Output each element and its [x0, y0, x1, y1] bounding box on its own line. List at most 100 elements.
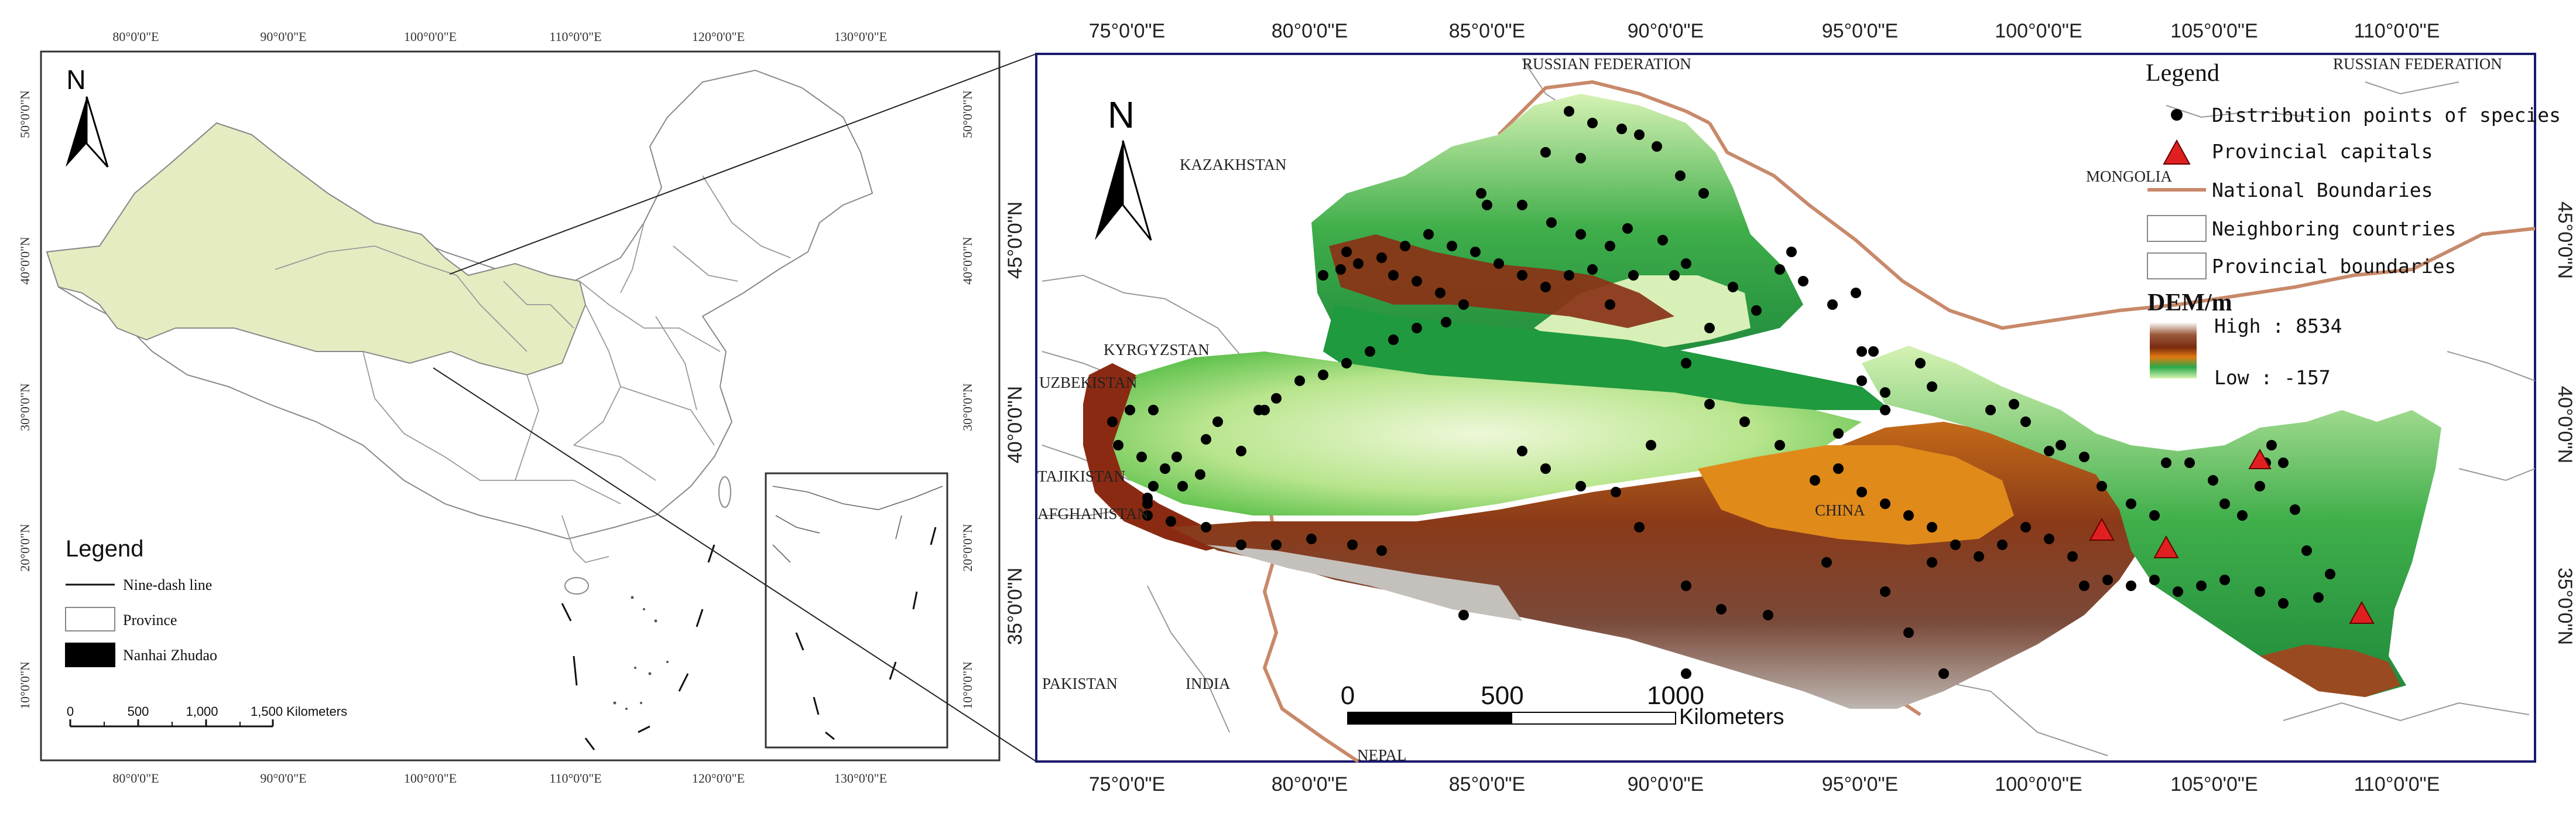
province-boundaries: [275, 175, 791, 563]
left-overview-map: N Legend Nine-dash line Province Nanhai …: [18, 29, 1037, 786]
right-bottom-coord-4: 95°0'0"E: [1822, 773, 1898, 795]
species-point: [1927, 522, 1937, 532]
country-label-uzbekistan: UZBEKISTAN: [1039, 374, 1137, 391]
species-point: [2266, 440, 2277, 450]
species-point: [1698, 188, 1709, 199]
country-label-pakistan: PAKISTAN: [1042, 675, 1118, 692]
species-point: [2126, 581, 2136, 591]
right-scale-tick-0: 0: [1341, 681, 1355, 710]
right-bottom-coord-1: 80°0'0"E: [1272, 773, 1348, 795]
species-point: [2219, 575, 2230, 585]
species-point: [1634, 522, 1645, 532]
right-scale-tick-1: 500: [1481, 681, 1523, 710]
species-point: [1833, 463, 1844, 474]
country-label-nepal: NEPAL: [1357, 746, 1407, 764]
species-point: [1716, 604, 1727, 614]
terrain-tianshan: [1329, 234, 1674, 328]
species-point: [1142, 493, 1153, 503]
left-left-coord-3: 20°0'0"N: [18, 524, 32, 572]
species-point: [1306, 534, 1317, 544]
left-top-coord-4: 120°0'0"E: [692, 29, 745, 44]
species-point: [1605, 299, 1615, 310]
species-point: [1775, 264, 1785, 275]
left-top-coord-1: 90°0'0"E: [260, 29, 306, 44]
species-point: [1107, 416, 1118, 427]
species-point: [1400, 241, 1410, 251]
species-point: [1575, 229, 1586, 240]
capital-marker-1: [2248, 448, 2272, 469]
species-point: [1605, 241, 1615, 251]
species-point: [1376, 252, 1387, 263]
islands: [613, 596, 669, 710]
species-point: [1856, 487, 1867, 497]
species-point: [2208, 475, 2218, 486]
left-top-coord-3: 110°0'0"E: [549, 29, 601, 44]
right-right-coord-1: 40°0'0"N: [2554, 386, 2576, 463]
species-point: [2079, 452, 2089, 462]
right-legend-item-points: Distribution points of species: [2212, 104, 2561, 127]
species-point: [1458, 299, 1469, 310]
left-bottom-coord-4: 120°0'0"E: [692, 771, 745, 786]
species-point: [1646, 440, 1656, 450]
species-points: [1107, 106, 2335, 679]
species-point: [1335, 264, 1346, 275]
species-point: [2278, 457, 2289, 468]
species-point: [1271, 393, 1282, 404]
country-label-mongolia: MONGOLIA: [2086, 168, 2172, 185]
species-point: [1236, 540, 1246, 550]
terrain-tianshan-green: [1323, 305, 1891, 410]
species-point: [1856, 375, 1867, 386]
species-point: [1517, 200, 1527, 210]
right-detail-map: RUSSIAN FEDERATION RUSSIAN FEDERATION KA…: [1004, 20, 2576, 795]
species-point: [1880, 387, 1890, 398]
species-point: [2009, 399, 2019, 409]
left-right-coord-4: 10°0'0"N: [960, 661, 975, 709]
species-point: [1271, 540, 1282, 550]
species-point: [1827, 299, 1838, 310]
right-scale-tick-2: 1000: [1647, 681, 1704, 710]
species-point: [2173, 586, 2183, 597]
species-point: [1177, 481, 1188, 491]
species-point: [1125, 405, 1135, 415]
right-left-coord-1: 40°0'0"N: [1004, 386, 1026, 463]
species-point: [1136, 452, 1147, 462]
left-legend-item-1: Province: [123, 612, 177, 629]
left-legend-item-2: Nanhai Zhudao: [123, 647, 217, 664]
right-top-coords: 75°0'0"E 80°0'0"E 85°0'0"E 90°0'0"E 95°0…: [1089, 20, 2440, 42]
species-point: [2056, 440, 2066, 450]
right-top-coord-6: 105°0'0"E: [2170, 20, 2258, 42]
country-label-china: CHINA: [1815, 501, 1865, 519]
species-point: [1388, 334, 1399, 345]
species-point: [1575, 481, 1586, 491]
species-point: [1318, 270, 1328, 281]
left-north-label: N: [66, 64, 85, 95]
species-point: [2102, 575, 2113, 585]
right-top-coord-2: 85°0'0"E: [1449, 20, 1525, 42]
left-scale-tick-3: 1,500 Kilometers: [251, 704, 347, 719]
species-point: [1821, 557, 1832, 568]
species-point: [1903, 627, 1914, 638]
left-right-coord-1: 40°0'0"N: [960, 237, 975, 285]
country-label-afghanistan: AFGHANISTAN: [1037, 505, 1149, 523]
country-label-india: INDIA: [1186, 675, 1231, 692]
species-point: [1675, 170, 1686, 181]
species-point: [2278, 598, 2289, 609]
species-point: [1447, 241, 1457, 251]
right-legend-dem-high: High : 8534: [2214, 315, 2342, 337]
right-bottom-coord-0: 75°0'0"E: [1089, 773, 1165, 795]
right-legend-title: Legend: [2146, 60, 2219, 87]
species-point: [1493, 258, 1504, 269]
species-point: [1880, 586, 1890, 597]
right-right-coords: 45°0'0"N 40°0'0"N 35°0'0"N: [2554, 202, 2576, 645]
species-point: [1341, 358, 1352, 368]
capital-marker-4: [2349, 600, 2375, 624]
left-left-coord-1: 40°0'0"N: [18, 237, 32, 285]
right-top-coord-0: 75°0'0"E: [1089, 20, 1165, 42]
right-legend-dem-low: Low : -157: [2214, 366, 2331, 389]
connector-line-bottom: [433, 367, 1037, 762]
species-point: [1195, 469, 1205, 480]
species-point: [1833, 428, 1844, 439]
species-point: [1476, 188, 1486, 199]
right-scale-unit: Kilometers: [1679, 705, 1784, 729]
country-label-kyrgyzstan: KYRGYZSTAN: [1104, 341, 1210, 359]
